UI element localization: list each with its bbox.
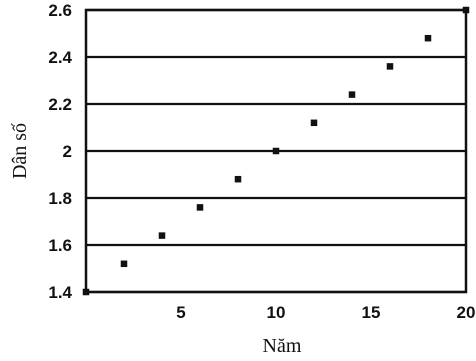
x-tick-label: 20 [457, 303, 476, 322]
y-tick-label: 1.4 [48, 283, 72, 302]
data-point [196, 204, 204, 211]
x-tick-label: 5 [176, 303, 185, 322]
data-point [272, 147, 280, 155]
plot-frame [84, 8, 468, 294]
y-tick-label: 2.2 [48, 95, 72, 114]
y-axis-label: Dân số [9, 123, 31, 179]
tick-labels: 1.4 1.6 1.8 2 2.2 2.4 2.6 5 10 15 20 [48, 1, 475, 322]
y-tick-label: 2.6 [48, 1, 72, 20]
data-point [386, 63, 394, 70]
x-axis-label: Năm [263, 335, 302, 357]
y-tick-label: 1.8 [48, 189, 72, 208]
x-tick-label: 10 [267, 303, 286, 322]
y-tick-label: 1.6 [48, 236, 72, 255]
y-tick-label: 2 [63, 142, 72, 161]
data-point [158, 232, 166, 239]
x-tick-label: 15 [362, 303, 381, 322]
data-point [120, 260, 128, 268]
data-point [310, 119, 318, 127]
data-point [424, 34, 432, 42]
data-point [348, 91, 356, 98]
data-point [234, 175, 242, 183]
y-tick-label: 2.4 [48, 48, 72, 67]
